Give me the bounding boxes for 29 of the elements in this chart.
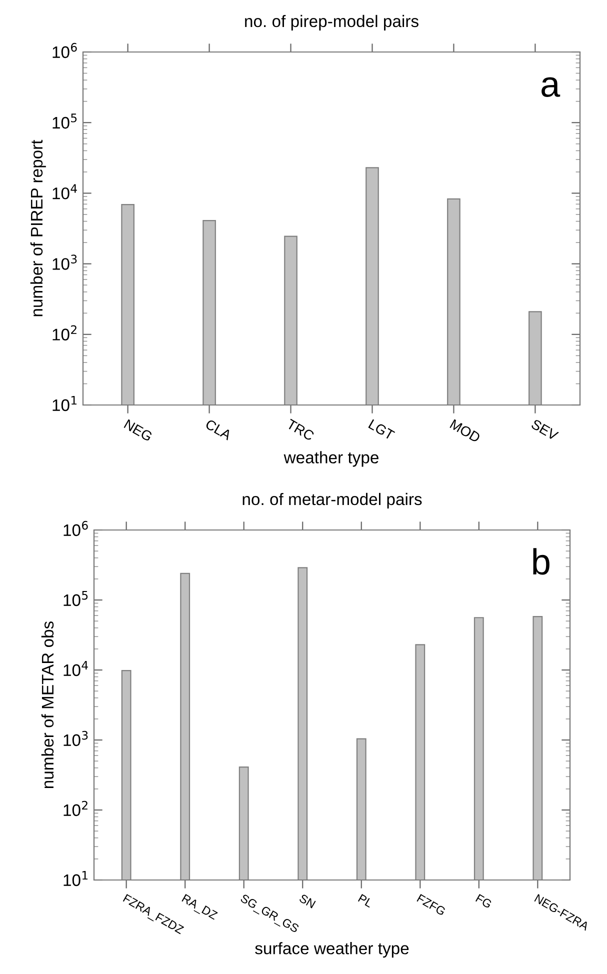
x-tick-label: CLA xyxy=(204,418,232,441)
x-tick-label: PL xyxy=(358,894,374,908)
y-tick-label: 10$^{5}$ xyxy=(52,114,77,129)
x-tick-label: SN xyxy=(298,894,316,908)
x-axis-title: weather type xyxy=(284,451,378,467)
y-tick-label: 10$^{3}$ xyxy=(64,730,88,746)
y-tick-label: 10$^{1}$ xyxy=(64,871,88,886)
chart-title: no. of metar-model pairs xyxy=(242,492,422,508)
y-tick-label: 10$^{4}$ xyxy=(52,184,77,200)
y-tick-label: 10$^{6}$ xyxy=(64,520,88,536)
annotation: a xyxy=(542,77,560,97)
y-tick-label: 10$^{2}$ xyxy=(52,325,76,340)
y-tick-label: 10$^{5}$ xyxy=(64,591,88,606)
y-tick-label: 10$^{2}$ xyxy=(64,800,88,816)
x-tick-label: SEV xyxy=(530,418,560,441)
chart-title: no. of pirep-model pairs xyxy=(245,14,418,30)
y-tick-label: 10$^{6}$ xyxy=(52,42,77,58)
x-tick-label: NEG xyxy=(124,419,153,442)
x-tick-label: FG xyxy=(475,894,492,908)
x-tick-label: LGT xyxy=(368,419,396,440)
y-tick-label: 10$^{4}$ xyxy=(64,661,88,676)
y-tick-label: 10$^{3}$ xyxy=(52,254,77,270)
x-axis-title: surface weather type xyxy=(255,942,409,958)
x-tick-label: TRC xyxy=(286,418,315,442)
y-tick-label: 10$^{1}$ xyxy=(52,396,77,412)
x-tick-label: MOD xyxy=(450,419,482,443)
y-axis-title: number of PIREP report xyxy=(30,140,46,316)
annotation: b xyxy=(533,548,550,575)
y-axis-title: number of METAR obs xyxy=(41,621,54,788)
